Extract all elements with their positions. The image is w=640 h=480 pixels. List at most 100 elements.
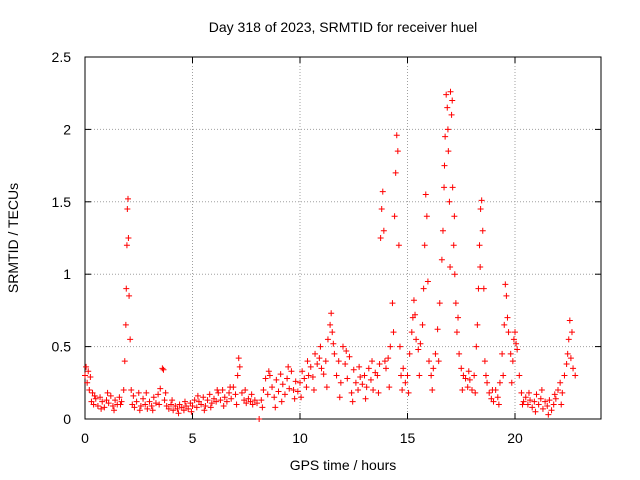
- data-point: [272, 404, 279, 411]
- data-point: [455, 314, 462, 321]
- data-point: [285, 363, 292, 370]
- data-point: [264, 391, 271, 398]
- data-point: [227, 384, 234, 391]
- data-point: [127, 336, 134, 343]
- data-point: [314, 360, 321, 367]
- data-point: [83, 363, 90, 370]
- data-point: [320, 371, 327, 378]
- data-point: [475, 285, 482, 292]
- axis-ticks: 0 5 10 15 20 0 0.5 1 1.5 2 2.5: [52, 49, 601, 446]
- data-point: [324, 336, 331, 343]
- data-point: [123, 285, 130, 292]
- data-point: [423, 213, 430, 220]
- data-point: [363, 384, 370, 391]
- data-point: [181, 398, 188, 405]
- data-point: [413, 336, 420, 343]
- data-point: [123, 242, 130, 249]
- data-point: [568, 329, 575, 336]
- data-point: [309, 374, 316, 381]
- data-point: [333, 372, 340, 379]
- data-point: [275, 388, 282, 395]
- data-point: [188, 408, 195, 415]
- data-point: [298, 394, 305, 401]
- data-point: [430, 365, 437, 372]
- data-point: [101, 404, 108, 411]
- data-point: [233, 401, 240, 408]
- data-point: [552, 395, 559, 402]
- data-point: [446, 198, 453, 205]
- data-point: [532, 408, 539, 415]
- data-point: [405, 389, 412, 396]
- data-point: [564, 350, 571, 357]
- data-point: [226, 389, 233, 396]
- data-point: [448, 111, 455, 118]
- data-point: [361, 372, 368, 379]
- data-point: [92, 395, 99, 402]
- data-point: [301, 375, 308, 382]
- data-point: [502, 281, 509, 288]
- data-point: [137, 402, 144, 409]
- data-point: [256, 416, 263, 422]
- data-point: [228, 395, 235, 402]
- data-point: [143, 389, 150, 396]
- data-point: [303, 384, 310, 391]
- data-point: [323, 384, 330, 391]
- data-point: [278, 398, 285, 405]
- data-point: [117, 401, 124, 408]
- data-point: [84, 379, 91, 386]
- data-point: [232, 391, 239, 398]
- data-point: [198, 401, 205, 408]
- data-point: [340, 343, 346, 350]
- data-point: [200, 394, 207, 401]
- data-point: [507, 350, 514, 357]
- data-point: [544, 402, 551, 409]
- data-point: [387, 343, 394, 350]
- data-point: [193, 404, 200, 411]
- data-point: [520, 398, 527, 405]
- data-point: [175, 410, 182, 417]
- data-point: [111, 407, 118, 414]
- data-point: [383, 365, 389, 372]
- data-point: [441, 162, 448, 169]
- data-point: [449, 184, 456, 191]
- data-point: [136, 407, 143, 414]
- data-point: [545, 411, 552, 418]
- data-point: [469, 387, 475, 394]
- data-point: [393, 132, 400, 139]
- data-point: [378, 206, 385, 213]
- data-point: [548, 407, 555, 414]
- data-point: [422, 191, 429, 198]
- data-point: [120, 387, 127, 394]
- data-point: [477, 263, 484, 270]
- data-point: [376, 360, 383, 367]
- data-point: [451, 271, 458, 278]
- data-point: [191, 397, 198, 404]
- data-point: [223, 398, 230, 405]
- data-point: [297, 379, 303, 386]
- y-tick-label: 2: [63, 121, 71, 137]
- data-point: [131, 404, 138, 411]
- data-point: [482, 372, 489, 379]
- data-point: [346, 353, 353, 360]
- data-point: [365, 365, 372, 372]
- data-point: [316, 355, 323, 362]
- data-point: [294, 388, 301, 395]
- data-point: [215, 389, 222, 396]
- data-point: [537, 395, 544, 402]
- data-point: [444, 104, 451, 111]
- data-point: [500, 372, 507, 379]
- data-point: [359, 381, 366, 388]
- data-point: [380, 227, 387, 234]
- data-point: [399, 387, 406, 394]
- data-point: [148, 402, 155, 409]
- data-point: [329, 329, 336, 336]
- data-point: [133, 398, 140, 405]
- data-point: [471, 372, 478, 379]
- data-point: [160, 366, 167, 373]
- data-point: [156, 401, 163, 408]
- data-point: [165, 405, 172, 412]
- data-point: [220, 402, 227, 409]
- data-point: [572, 372, 579, 379]
- data-point: [409, 314, 416, 321]
- data-point: [559, 389, 566, 396]
